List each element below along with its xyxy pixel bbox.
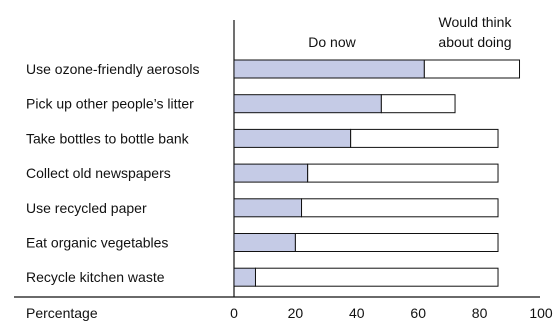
legend-do-now: Do now [308,34,356,50]
bar-do-now-use-ozone-friendly-aerosols [233,59,425,79]
bar-do-now-collect-old-newspapers [233,163,309,183]
bar-do-now-use-recycled-paper [233,198,303,218]
x-tick-labels: 0 20 40 60 80 100 [230,305,553,321]
x-tick-label-80: 80 [472,305,488,321]
category-label-eat-organic-vegetables: Eat organic vegetables [26,235,168,251]
bar-do-now-take-bottles-to-bottle-bank [233,128,352,148]
x-tick-label-100: 100 [529,305,553,321]
bar-would-think-recycle-kitchen-waste [254,267,499,287]
x-tick-label-20: 20 [288,305,304,321]
bars-group [233,59,521,287]
bar-would-think-take-bottles-to-bottle-bank [350,128,499,148]
category-label-pick-up-other-people-s-litter: Pick up other people’s litter [26,96,194,112]
x-axis-title: Percentage [26,305,98,321]
category-label-use-recycled-paper: Use recycled paper [26,200,147,216]
legend: Do now Would think about doing [308,14,512,50]
bar-would-think-use-ozone-friendly-aerosols [423,59,521,79]
category-label-take-bottles-to-bottle-bank: Take bottles to bottle bank [26,130,190,146]
legend-would-think-line1: Would think [439,14,513,30]
x-tick-label-60: 60 [410,305,426,321]
bar-would-think-eat-organic-vegetables [294,233,499,252]
category-label-use-ozone-friendly-aerosols: Use ozone-friendly aerosols [26,61,200,77]
x-tick-label-40: 40 [349,305,365,321]
bar-would-think-collect-old-newspapers [307,163,499,183]
category-label-recycle-kitchen-waste: Recycle kitchen waste [26,269,165,285]
category-labels: Use ozone-friendly aerosols Pick up other… [26,61,200,285]
x-tick-label-0: 0 [230,305,238,321]
bar-do-now-eat-organic-vegetables [233,233,296,252]
bar-do-now-pick-up-other-people-s-litter [233,94,382,114]
category-label-collect-old-newspapers: Collect old newspapers [26,165,171,181]
bar-do-now-recycle-kitchen-waste [233,267,256,287]
bar-would-think-pick-up-other-people-s-litter [380,94,456,114]
bar-would-think-use-recycled-paper [301,198,499,218]
legend-would-think-line2: about doing [438,34,511,50]
